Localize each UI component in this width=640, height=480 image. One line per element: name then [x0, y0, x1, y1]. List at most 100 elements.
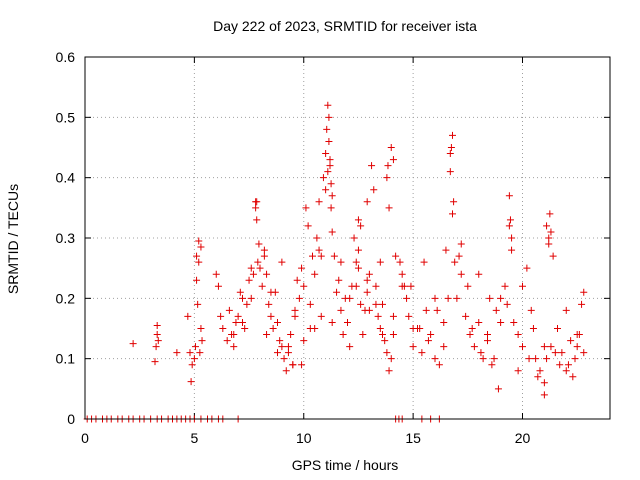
data-point	[407, 282, 415, 290]
data-point	[376, 325, 384, 332]
x-tick-label: 15	[405, 430, 421, 446]
data-point	[284, 343, 292, 351]
y-tick-label: 0.6	[56, 49, 76, 65]
data-point	[486, 294, 494, 302]
data-point	[280, 355, 288, 363]
data-point	[514, 367, 522, 375]
data-point	[278, 343, 286, 351]
data-point	[304, 222, 312, 230]
data-point	[300, 337, 308, 345]
data-point	[324, 101, 332, 109]
data-point	[416, 325, 424, 332]
data-point	[384, 162, 392, 170]
data-point	[306, 325, 314, 332]
data-point	[564, 361, 572, 369]
data-point	[365, 270, 373, 278]
data-point	[357, 300, 365, 308]
data-point	[418, 349, 426, 357]
data-point	[529, 325, 537, 332]
data-point	[239, 318, 246, 326]
data-point	[455, 252, 463, 260]
data-point	[324, 168, 332, 176]
data-point	[514, 331, 522, 339]
data-point	[193, 276, 201, 284]
data-point	[153, 321, 161, 329]
data-point	[527, 306, 535, 314]
data-point	[267, 312, 275, 320]
data-point	[387, 355, 395, 363]
data-point	[284, 349, 292, 357]
data-point	[450, 198, 458, 206]
data-point	[442, 246, 450, 254]
data-point	[431, 355, 439, 363]
plot-frame	[84, 56, 611, 420]
data-point	[265, 300, 273, 308]
data-point	[484, 331, 491, 339]
data-point	[243, 300, 251, 308]
data-point	[540, 391, 548, 399]
data-point	[409, 343, 417, 351]
data-point	[357, 222, 365, 230]
data-points	[83, 101, 588, 423]
data-point	[289, 361, 297, 369]
data-point	[398, 270, 406, 278]
data-point	[580, 288, 588, 296]
data-point	[519, 282, 526, 290]
data-point	[219, 325, 227, 332]
data-point	[551, 349, 559, 357]
data-point	[230, 343, 238, 351]
y-tick-label: 0.1	[56, 351, 76, 367]
data-point	[506, 216, 514, 224]
data-point	[326, 156, 334, 164]
data-point	[374, 312, 382, 320]
data-point	[573, 331, 581, 339]
data-point	[431, 294, 439, 302]
data-point	[446, 168, 454, 176]
data-point	[346, 294, 354, 302]
data-point	[223, 337, 231, 345]
data-point	[440, 318, 448, 326]
data-point	[315, 198, 323, 206]
data-point	[433, 306, 441, 314]
data-point	[282, 367, 290, 375]
data-point	[573, 343, 581, 351]
data-point	[543, 222, 551, 230]
data-point	[372, 282, 380, 290]
data-point	[387, 144, 395, 151]
data-point	[508, 234, 516, 242]
data-point	[508, 246, 516, 254]
data-point	[580, 349, 588, 357]
data-point	[217, 312, 225, 320]
x-tick-label: 10	[296, 430, 312, 446]
data-point	[365, 306, 373, 314]
data-point	[298, 361, 306, 369]
data-point	[193, 252, 201, 260]
data-point	[298, 264, 306, 272]
data-point	[293, 276, 301, 284]
data-point	[545, 240, 553, 248]
data-point	[274, 318, 281, 326]
data-point	[536, 367, 544, 375]
data-point	[197, 243, 205, 251]
data-point	[447, 144, 455, 151]
data-point	[184, 312, 192, 320]
y-tick-label: 0.3	[56, 230, 76, 246]
data-point	[503, 300, 511, 308]
data-point	[255, 240, 263, 248]
data-point	[484, 337, 491, 345]
data-point	[194, 300, 202, 308]
data-point	[260, 252, 268, 260]
data-point	[383, 349, 391, 357]
data-point	[276, 337, 284, 345]
data-point	[346, 343, 354, 351]
data-point	[558, 349, 566, 357]
data-point	[457, 270, 465, 278]
data-point	[466, 331, 474, 339]
data-point	[291, 306, 299, 314]
data-point	[325, 113, 333, 121]
data-point	[186, 349, 194, 357]
data-point	[359, 331, 367, 339]
data-point	[306, 300, 314, 308]
data-point	[263, 270, 271, 278]
